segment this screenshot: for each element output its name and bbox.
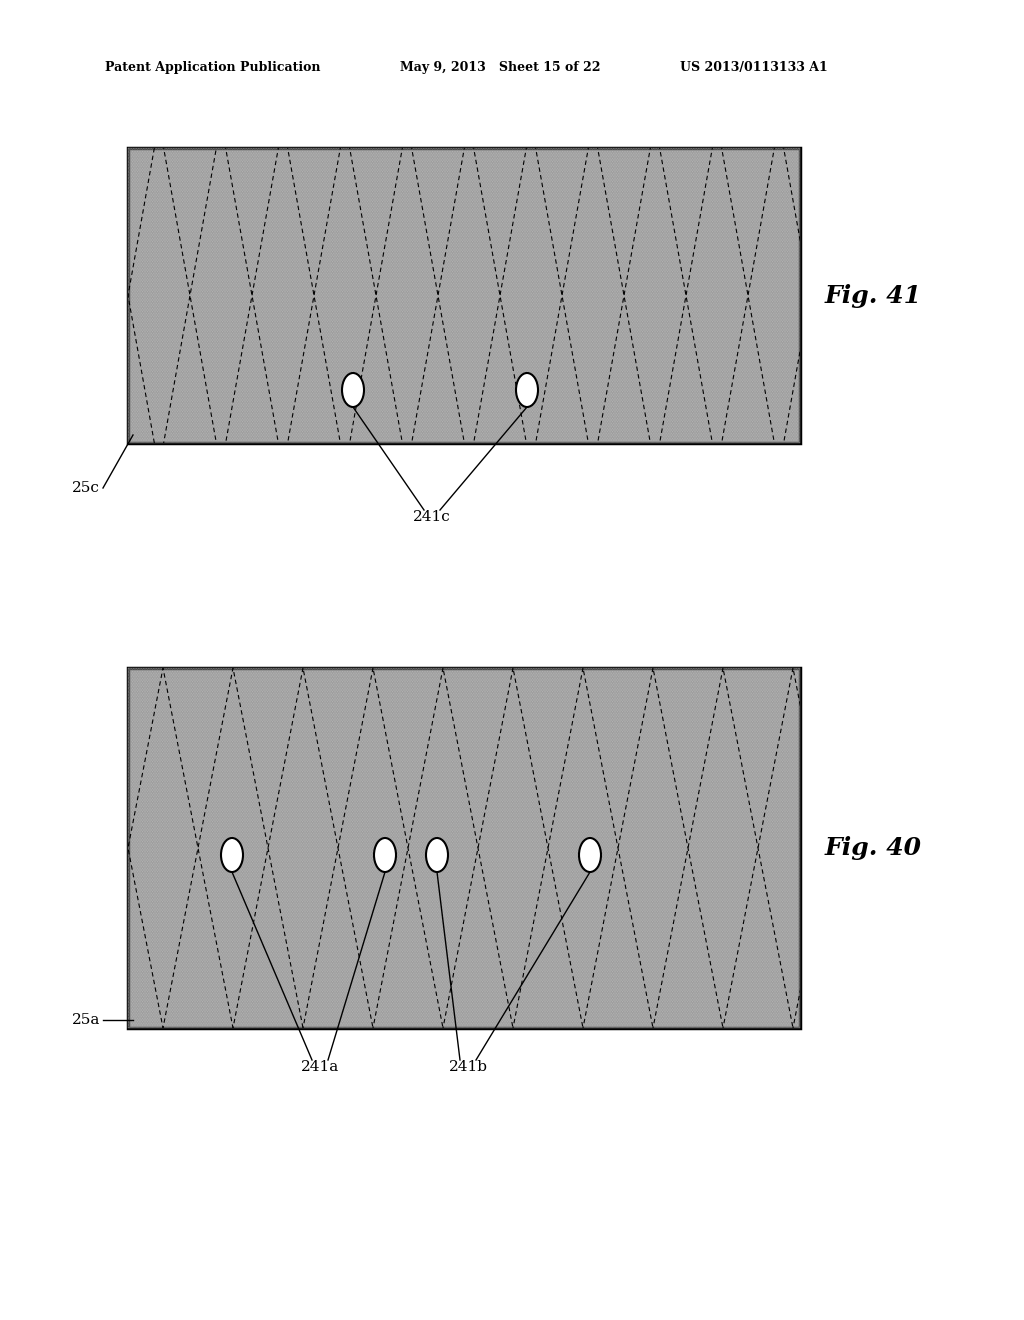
Text: US 2013/0113133 A1: US 2013/0113133 A1 xyxy=(680,62,827,74)
Ellipse shape xyxy=(516,374,538,407)
Text: 241b: 241b xyxy=(449,1060,487,1074)
Bar xyxy=(128,148,800,444)
Ellipse shape xyxy=(221,838,243,873)
Ellipse shape xyxy=(342,374,364,407)
Text: 25a: 25a xyxy=(72,1012,100,1027)
Ellipse shape xyxy=(374,838,396,873)
Bar xyxy=(128,668,800,1028)
Ellipse shape xyxy=(426,838,449,873)
Text: Fig. 40: Fig. 40 xyxy=(825,836,922,861)
Text: May 9, 2013   Sheet 15 of 22: May 9, 2013 Sheet 15 of 22 xyxy=(400,62,600,74)
Bar xyxy=(128,148,800,444)
Text: 241c: 241c xyxy=(413,510,451,524)
Text: 241a: 241a xyxy=(301,1060,339,1074)
Text: Patent Application Publication: Patent Application Publication xyxy=(105,62,321,74)
Ellipse shape xyxy=(579,838,601,873)
Text: 25c: 25c xyxy=(72,480,100,495)
Text: Fig. 41: Fig. 41 xyxy=(825,284,922,308)
Bar xyxy=(128,668,800,1028)
